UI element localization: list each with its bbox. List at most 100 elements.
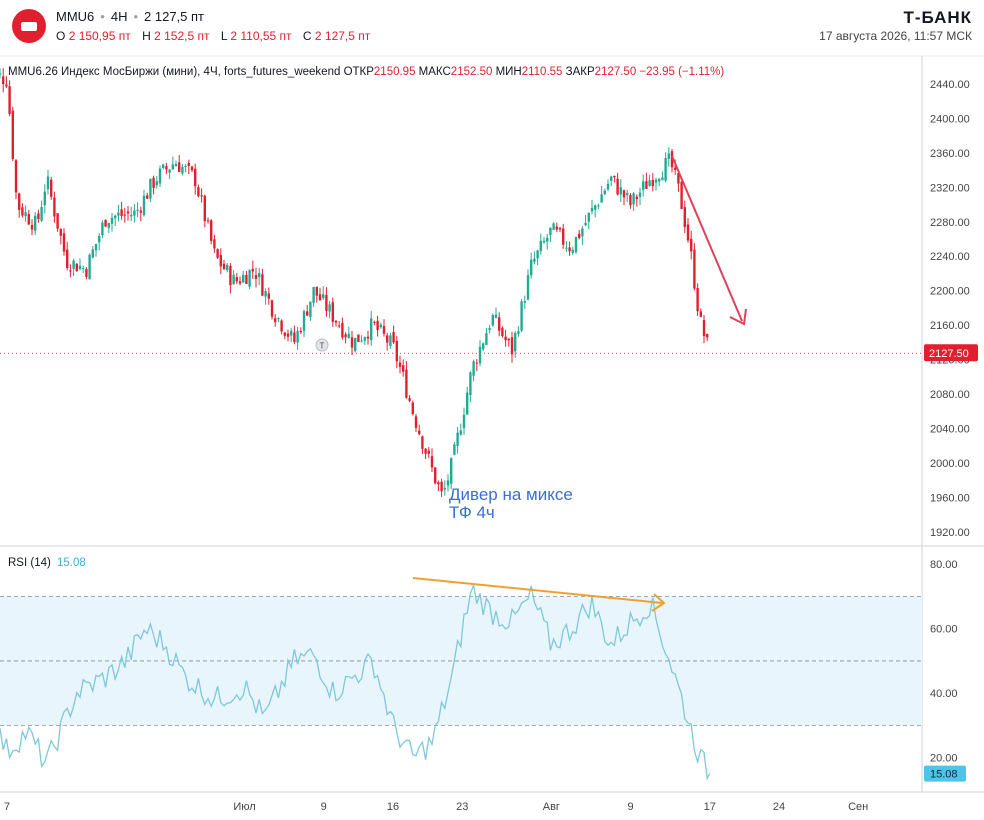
- candle-body: [258, 272, 261, 278]
- candle-body: [482, 343, 485, 350]
- candle-body: [251, 268, 255, 272]
- candle-body: [27, 213, 31, 225]
- price-tick-label: 1920.00: [930, 527, 970, 539]
- candle-body: [318, 294, 322, 301]
- candle-body: [648, 180, 651, 186]
- ohlc-close-label: C: [302, 29, 312, 43]
- candle-body: [683, 207, 687, 228]
- timeframe[interactable]: 4H: [110, 9, 128, 24]
- candle-body: [405, 369, 408, 398]
- candle-body: [85, 268, 88, 277]
- symbol[interactable]: MMU6: [56, 9, 95, 24]
- candle-body: [286, 333, 290, 337]
- candle-body: [549, 227, 552, 235]
- candle-body: [616, 178, 619, 195]
- candle-body: [395, 340, 399, 362]
- price-tick-label: 1960.00: [930, 493, 970, 505]
- candle-body: [424, 448, 427, 454]
- candle-body: [210, 220, 213, 241]
- candle-body: [635, 196, 639, 200]
- candle-body: [581, 228, 584, 237]
- candle-body: [98, 236, 101, 243]
- candle-body: [622, 190, 626, 198]
- tool-badge-icon[interactable]: [315, 338, 329, 352]
- candle-body: [267, 293, 271, 299]
- candle-body: [696, 288, 699, 312]
- rsi-band: [0, 596, 922, 726]
- candle-body: [533, 258, 536, 262]
- candle-body: [232, 274, 235, 285]
- candle-body: [459, 430, 463, 435]
- candle-body: [398, 362, 402, 367]
- rsi-tick-label: 60.00: [930, 624, 958, 636]
- candle-body: [373, 321, 376, 323]
- candle-body: [475, 362, 479, 364]
- time-tick-label: 23: [456, 801, 468, 813]
- candle-body: [66, 249, 69, 269]
- candle-body: [485, 333, 488, 346]
- candle-body: [504, 336, 507, 341]
- time-tick-label: Июл: [233, 801, 255, 813]
- candle-body: [594, 205, 597, 210]
- candle-body: [293, 332, 296, 343]
- candle-body: [104, 220, 107, 227]
- ohlc-close-value: 2 127,5 пт: [314, 29, 371, 43]
- candle-body: [651, 179, 655, 186]
- candle-body: [290, 330, 293, 336]
- last-price: 2 127,5 пт: [144, 9, 205, 24]
- candle-body: [62, 233, 66, 252]
- candle-body: [386, 335, 389, 343]
- candle-body: [334, 320, 338, 323]
- trend-arrow-red-head: [729, 308, 747, 326]
- candle-body: [562, 228, 565, 245]
- ohlc-high-label: H: [142, 29, 151, 43]
- divergence-arrow-orange: [412, 577, 663, 604]
- rsi-tick-label: 80.00: [930, 559, 958, 571]
- candle-body: [664, 158, 667, 181]
- candle-body: [75, 263, 79, 272]
- candle-body: [181, 166, 184, 174]
- price-tick-label: 2160.00: [930, 320, 970, 332]
- candle-body: [546, 237, 549, 242]
- price-tick-label: 2200.00: [930, 286, 970, 298]
- candle-body: [222, 263, 226, 270]
- candle-body: [280, 320, 283, 332]
- candle-body: [242, 274, 245, 283]
- candle-body: [578, 233, 581, 238]
- price-tick-label: 2440.00: [930, 79, 970, 91]
- candle-body: [587, 212, 591, 222]
- candle-body: [206, 220, 210, 222]
- candle-body: [174, 163, 178, 167]
- candle-body: [478, 346, 482, 364]
- candle-body: [40, 207, 43, 221]
- candle-body: [539, 240, 543, 252]
- candle-body: [450, 458, 453, 484]
- candle-body: [610, 176, 613, 181]
- candle-body: [24, 212, 27, 217]
- candle-body: [658, 179, 661, 182]
- ohlc-high-value: 2 152,5 пт: [154, 29, 210, 43]
- candle-body: [674, 167, 677, 170]
- ohlc-open-label: O: [56, 29, 66, 43]
- candle-body: [226, 265, 229, 271]
- candle-body: [5, 84, 8, 87]
- candle-body: [421, 436, 424, 449]
- candle-body: [498, 317, 501, 331]
- logo-icon: [12, 9, 46, 43]
- candle-body: [69, 270, 72, 272]
- candle-body: [274, 318, 277, 323]
- candle-body: [187, 162, 191, 166]
- candle-body: [680, 181, 683, 209]
- candle-body: [574, 236, 578, 253]
- candle-body: [677, 173, 680, 184]
- instrument-info: MMU6.26 Индекс МосБиржи (мини), 4Ч, fort…: [8, 66, 724, 78]
- time-tick-label: 16: [387, 801, 399, 813]
- candle-body: [126, 211, 130, 214]
- candle-body: [437, 482, 440, 485]
- candle-body: [299, 330, 303, 333]
- rsi-line: [0, 582, 711, 781]
- candle-body: [536, 250, 539, 259]
- price-tick-label: 2400.00: [930, 113, 970, 125]
- candle-body: [571, 249, 575, 253]
